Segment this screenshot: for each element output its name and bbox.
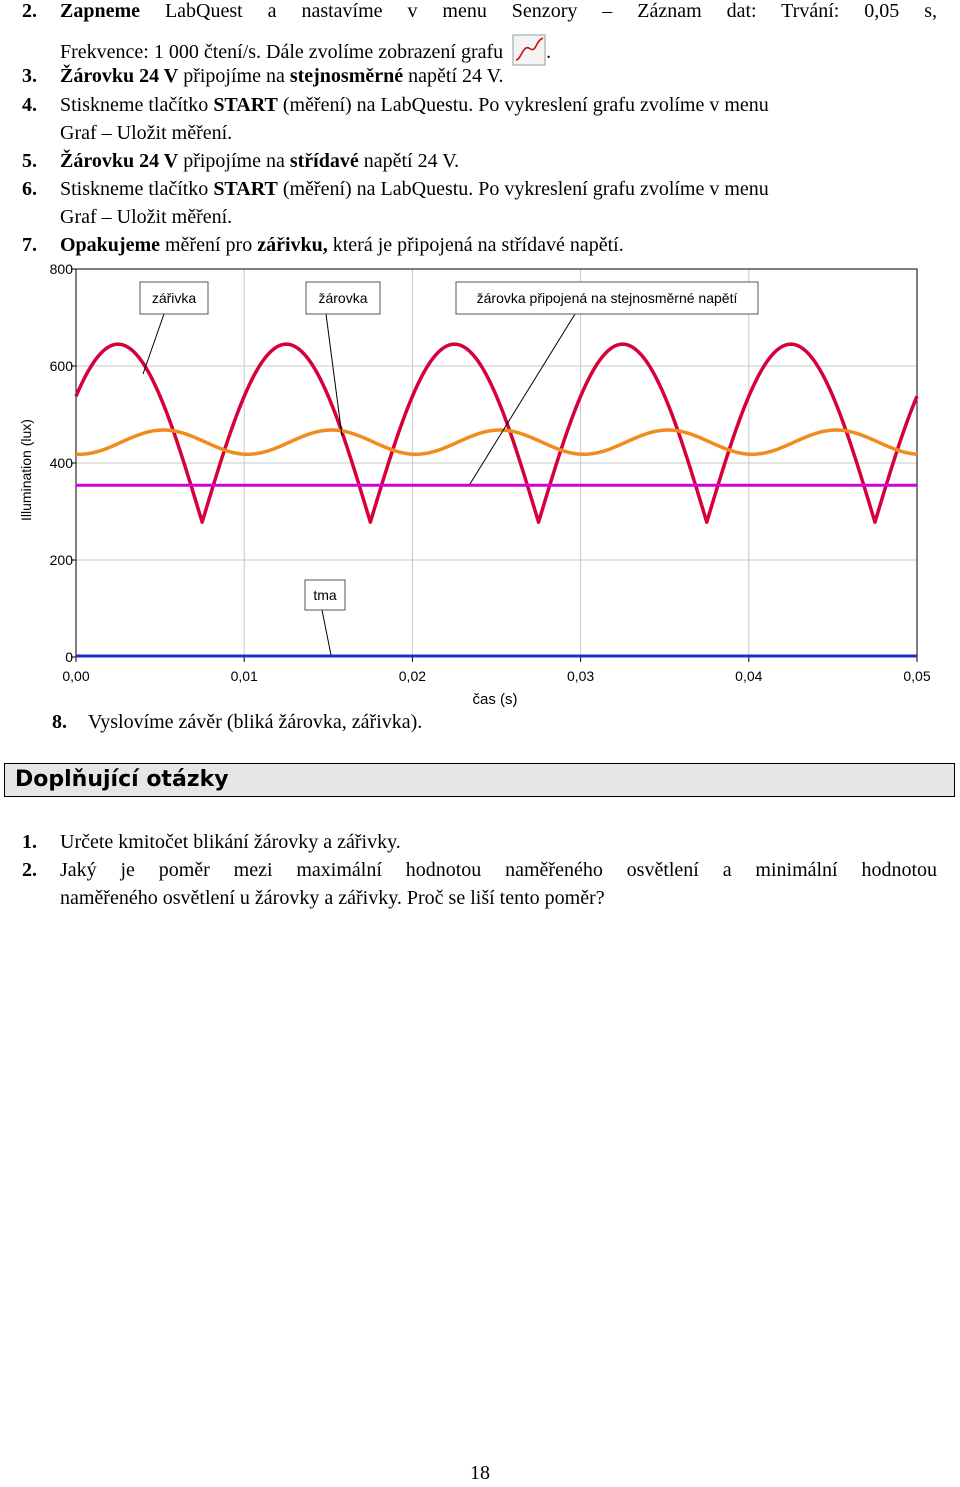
y-axis: 0 200 400 600 800 (50, 261, 76, 665)
step-text: Vyslovíme závěr (bliká žárovka, zářivka)… (88, 711, 423, 733)
question-number: 1. (22, 831, 37, 853)
callout-box (305, 281, 381, 315)
x-tick-label: 0,00 (62, 668, 89, 684)
step-bold: START (213, 178, 278, 200)
graph-line-icon (512, 34, 546, 66)
step-4-line-2: Graf – Uložit měření. (60, 119, 232, 147)
question-number: 2. (22, 859, 37, 881)
callout-4: tma (304, 579, 346, 656)
callout-leader (325, 313, 343, 437)
step-text: připojíme na (178, 150, 290, 172)
step-4-line-1: 4. Stiskneme tlačítko START (měření) na L… (22, 91, 769, 119)
question-1: 1. Určete kmitočet blikání žárovky a záři… (22, 828, 401, 856)
step-text: Stiskneme tlačítko (60, 94, 214, 116)
callout-leader (321, 609, 332, 656)
step-number: 7. (22, 234, 37, 256)
step-number: 3. (22, 65, 37, 87)
step-bold: Zapneme (60, 0, 140, 22)
question-text: Určete kmitočet blikání žárovky a zářivk… (60, 831, 401, 853)
question-text: Jaký je poměr mezi maximální hodnotou na… (60, 859, 937, 881)
step-number: 8. (52, 711, 67, 733)
callout-label: tma (313, 587, 337, 603)
callout-label: zářivka (152, 290, 197, 306)
step-2-line-1: 2. Zapneme LabQuest a nastavíme v menu Se… (22, 0, 937, 25)
step-number: 6. (22, 178, 37, 200)
y-tick-label: 600 (50, 358, 74, 374)
callout-box (455, 281, 759, 315)
step-text: Stiskneme tlačítko (60, 178, 214, 200)
callout-box (139, 281, 209, 315)
step-bold: Opakujeme (60, 234, 160, 256)
callout-box (304, 579, 346, 611)
x-tick-label: 0,02 (399, 668, 426, 684)
step-bold-2: stejnosměrné (289, 65, 404, 87)
step-text-end: . (546, 41, 552, 63)
y-axis-label: Illumination (lux) (18, 419, 34, 521)
step-bold-2: zářivku, (257, 234, 328, 256)
series-line-zářivka (75, 428, 918, 457)
step-text-2: napětí 24 V. (358, 150, 460, 172)
step-6-line-2: Graf – Uložit měření. (60, 203, 232, 231)
step-5: 5. Žárovku 24 V připojíme na střídavé nap… (22, 147, 459, 175)
chart-grid (76, 269, 917, 657)
question-text: naměřeného osvětlení u žárovky a zářivky… (60, 887, 605, 909)
section-title: Doplňující otázky (4, 763, 955, 797)
y-tick-label: 400 (50, 455, 74, 471)
x-tick-label: 0,04 (735, 668, 762, 684)
step-text: měření pro (160, 234, 258, 256)
step-number: 2. (22, 0, 37, 22)
callout-leader (469, 313, 576, 485)
callout-label: žárovka (318, 290, 367, 306)
callout-2: žárovka (305, 281, 381, 437)
step-2-line-2: Frekvence: 1 000 čtení/s. Dále zvolíme z… (60, 34, 551, 66)
step-bold: Žárovku 24 V (60, 65, 179, 87)
x-tick-label: 0,03 (567, 668, 594, 684)
step-text-2: napětí 24 V. (403, 65, 504, 87)
callout-1: zářivka (139, 281, 209, 375)
question-2-line-2: naměřeného osvětlení u žárovky a zářivky… (60, 884, 605, 912)
y-tick-label: 800 (50, 261, 74, 277)
chart-annotations: zářivka žárovka žárovka připojená na stejn… (139, 281, 759, 656)
step-text-2: (měření) na LabQuestu. Po vykreslení gra… (277, 178, 769, 200)
step-text-2: která je připojená na střídavé napětí. (327, 234, 624, 256)
x-axis-label: čas (s) (473, 691, 518, 708)
step-text-2: (měření) na LabQuestu. Po vykreslení gra… (277, 94, 769, 116)
step-bold: START (213, 94, 278, 116)
callout-3: žárovka připojená na stejnosměrné napětí (455, 281, 759, 485)
step-text: Graf – Uložit měření. (60, 122, 233, 144)
x-axis: 0,00 0,01 0,02 0,03 0,04 0,05 (62, 657, 931, 684)
y-tick-label: 200 (50, 552, 74, 568)
question-2-line-1: 2. Jaký je poměr mezi maximální hodnotou … (22, 856, 937, 884)
x-tick-label: 0,01 (231, 668, 258, 684)
callout-label: žárovka připojená na stejnosměrné napětí (477, 290, 738, 306)
step-bold: Žárovku 24 V (60, 150, 179, 172)
step-text: připojíme na (178, 65, 290, 87)
step-number: 5. (22, 150, 37, 172)
series-line-žárovka (74, 342, 919, 524)
x-tick-label: 0,05 (903, 668, 930, 684)
illumination-chart: 0 200 400 600 800 0,00 0,01 0,02 0,03 0,04 0,05 z… (18, 261, 931, 708)
step-7: 7. Opakujeme měření pro zářivku, která je… (22, 231, 624, 259)
step-number: 4. (22, 94, 37, 116)
step-3: 3. Žárovku 24 V připojíme na stejnosměrné… (22, 62, 504, 90)
page-number: 18 (470, 1462, 490, 1484)
y-tick-label: 0 (65, 649, 73, 665)
step-bold-2: střídavé (289, 150, 359, 172)
step-6-line-1: 6. Stiskneme tlačítko START (měření) na L… (22, 175, 769, 203)
chart-series (74, 342, 919, 658)
step-text: Graf – Uložit měření. (60, 206, 233, 228)
step-text: Frekvence: 1 000 čtení/s. Dále zvolíme z… (60, 41, 504, 63)
step-text: LabQuest a nastavíme v menu Senzory – Zá… (140, 0, 937, 22)
step-8: 8. Vyslovíme závěr (bliká žárovka, zářivk… (52, 708, 422, 736)
callout-leader (142, 313, 165, 375)
